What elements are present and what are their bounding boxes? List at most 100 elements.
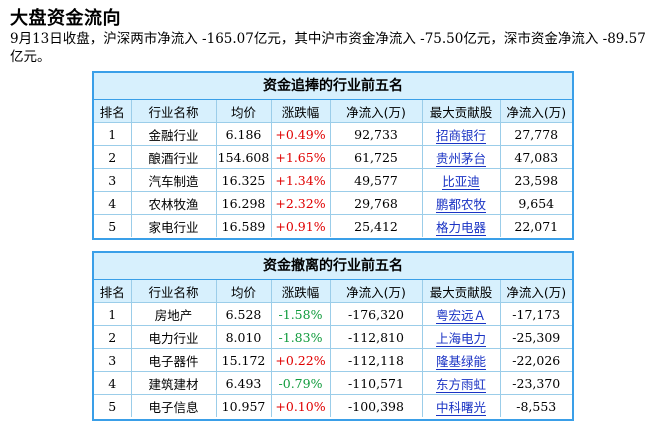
industry-table: 排名 行业名称 均价 涨跌幅 净流入(万) 最大贡献股 净流入(万) 1 金融行业… (94, 100, 572, 237)
column-header-top-stock: 最大贡献股 (422, 100, 500, 123)
table-row: 1 金融行业 6.186 +0.49% 92,733 招商银行 27,778 (94, 123, 572, 146)
table-row: 2 酿酒行业 154.608 +1.65% 61,725 贵州茅台 47,083 (94, 146, 572, 169)
stock-net-inflow-cell: 27,778 (500, 123, 572, 146)
change-cell: -1.83% (271, 326, 330, 349)
stock-net-inflow-cell: 22,071 (500, 215, 572, 238)
industry-name-cell: 金融行业 (131, 123, 216, 146)
top-inflow-industries-panel: 资金追捧的行业前五名 排名 行业名称 均价 涨跌幅 净流入(万) 最大贡献股 净… (92, 71, 574, 240)
stock-link[interactable]: 东方雨虹 (436, 377, 486, 393)
stock-link[interactable]: 隆基绿能 (436, 354, 486, 370)
column-header-stock-net-inflow: 净流入(万) (500, 280, 572, 303)
rank-cell: 1 (94, 123, 131, 146)
column-header-industry: 行业名称 (131, 280, 216, 303)
rank-cell: 4 (94, 192, 131, 215)
avg-price-cell: 16.325 (216, 169, 271, 192)
net-inflow-cell: -100,398 (330, 395, 422, 418)
rank-cell: 5 (94, 215, 131, 238)
column-header-change: 涨跌幅 (271, 280, 330, 303)
table-header-row: 排名 行业名称 均价 涨跌幅 净流入(万) 最大贡献股 净流入(万) (94, 100, 572, 123)
stock-net-inflow-cell: -22,026 (500, 349, 572, 372)
avg-price-cell: 16.298 (216, 192, 271, 215)
industry-name-cell: 汽车制造 (131, 169, 216, 192)
industry-name-cell: 家电行业 (131, 215, 216, 238)
rank-cell: 2 (94, 146, 131, 169)
stock-link[interactable]: 粤宏远Ａ (436, 308, 486, 324)
stock-net-inflow-cell: -23,370 (500, 372, 572, 395)
top-stock-cell: 鹏都农牧 (422, 192, 500, 215)
table-row: 5 电子信息 10.957 +0.10% -100,398 中科曙光 -8,553 (94, 395, 572, 418)
stock-link[interactable]: 格力电器 (436, 220, 486, 236)
rank-cell: 1 (94, 303, 131, 326)
net-inflow-cell: -112,118 (330, 349, 422, 372)
avg-price-cell: 154.608 (216, 146, 271, 169)
rank-cell: 5 (94, 395, 131, 418)
avg-price-cell: 16.589 (216, 215, 271, 238)
column-header-stock-net-inflow: 净流入(万) (500, 100, 572, 123)
net-inflow-cell: 49,577 (330, 169, 422, 192)
market-summary: 9月13日收盘，沪深两市净流入 -165.07亿元，其中沪市资金净流入 -75.… (10, 30, 656, 66)
table-row: 3 电子器件 15.172 +0.22% -112,118 隆基绿能 -22,026 (94, 349, 572, 372)
stock-link[interactable]: 中科曙光 (436, 400, 486, 416)
rank-cell: 2 (94, 326, 131, 349)
top-stock-cell: 比亚迪 (422, 169, 500, 192)
top-stock-cell: 招商银行 (422, 123, 500, 146)
column-header-top-stock: 最大贡献股 (422, 280, 500, 303)
change-cell: +1.34% (271, 169, 330, 192)
column-header-rank: 排名 (94, 280, 131, 303)
stock-link[interactable]: 鹏都农牧 (436, 197, 486, 213)
net-inflow-cell: 29,768 (330, 192, 422, 215)
change-cell: +0.49% (271, 123, 330, 146)
rank-cell: 3 (94, 349, 131, 372)
stock-link[interactable]: 招商银行 (436, 128, 486, 144)
industry-name-cell: 农林牧渔 (131, 192, 216, 215)
avg-price-cell: 6.493 (216, 372, 271, 395)
table-row: 5 家电行业 16.589 +0.91% 25,412 格力电器 22,071 (94, 215, 572, 238)
industry-name-cell: 电子信息 (131, 395, 216, 418)
change-cell: -0.79% (271, 372, 330, 395)
column-header-rank: 排名 (94, 100, 131, 123)
change-cell: +0.10% (271, 395, 330, 418)
change-cell: +1.65% (271, 146, 330, 169)
column-header-net-inflow: 净流入(万) (330, 100, 422, 123)
avg-price-cell: 6.528 (216, 303, 271, 326)
stock-net-inflow-cell: 47,083 (500, 146, 572, 169)
stock-link[interactable]: 贵州茅台 (436, 151, 486, 167)
net-inflow-cell: -110,571 (330, 372, 422, 395)
column-header-change: 涨跌幅 (271, 100, 330, 123)
top-stock-cell: 粤宏远Ａ (422, 303, 500, 326)
stock-net-inflow-cell: 23,598 (500, 169, 572, 192)
stock-link[interactable]: 上海电力 (436, 331, 486, 347)
change-cell: -1.58% (271, 303, 330, 326)
table-row: 3 汽车制造 16.325 +1.34% 49,577 比亚迪 23,598 (94, 169, 572, 192)
industry-name-cell: 酿酒行业 (131, 146, 216, 169)
stock-net-inflow-cell: 9,654 (500, 192, 572, 215)
industry-name-cell: 房地产 (131, 303, 216, 326)
industry-name-cell: 电力行业 (131, 326, 216, 349)
net-inflow-cell: -112,810 (330, 326, 422, 349)
top-stock-cell: 格力电器 (422, 215, 500, 238)
top-stock-cell: 隆基绿能 (422, 349, 500, 372)
top-stock-cell: 中科曙光 (422, 395, 500, 418)
table-header-row: 排名 行业名称 均价 涨跌幅 净流入(万) 最大贡献股 净流入(万) (94, 280, 572, 303)
top-stock-cell: 东方雨虹 (422, 372, 500, 395)
top-outflow-industries-panel: 资金撤离的行业前五名 排名 行业名称 均价 涨跌幅 净流入(万) 最大贡献股 净… (92, 251, 574, 421)
table-row: 2 电力行业 8.010 -1.83% -112,810 上海电力 -25,309 (94, 326, 572, 349)
industry-table: 排名 行业名称 均价 涨跌幅 净流入(万) 最大贡献股 净流入(万) 1 房地产 6… (94, 280, 572, 417)
table-row: 4 建筑建材 6.493 -0.79% -110,571 东方雨虹 -23,370 (94, 372, 572, 395)
stock-link[interactable]: 比亚迪 (442, 174, 480, 190)
net-inflow-cell: 25,412 (330, 215, 422, 238)
change-cell: +0.22% (271, 349, 330, 372)
stock-net-inflow-cell: -17,173 (500, 303, 572, 326)
net-inflow-cell: 92,733 (330, 123, 422, 146)
rank-cell: 3 (94, 169, 131, 192)
industry-name-cell: 电子器件 (131, 349, 216, 372)
net-inflow-cell: 61,725 (330, 146, 422, 169)
industry-name-cell: 建筑建材 (131, 372, 216, 395)
rank-cell: 4 (94, 372, 131, 395)
column-header-avg-price: 均价 (216, 100, 271, 123)
column-header-avg-price: 均价 (216, 280, 271, 303)
avg-price-cell: 8.010 (216, 326, 271, 349)
stock-net-inflow-cell: -8,553 (500, 395, 572, 418)
panel-title: 资金追捧的行业前五名 (94, 73, 572, 100)
net-inflow-cell: -176,320 (330, 303, 422, 326)
